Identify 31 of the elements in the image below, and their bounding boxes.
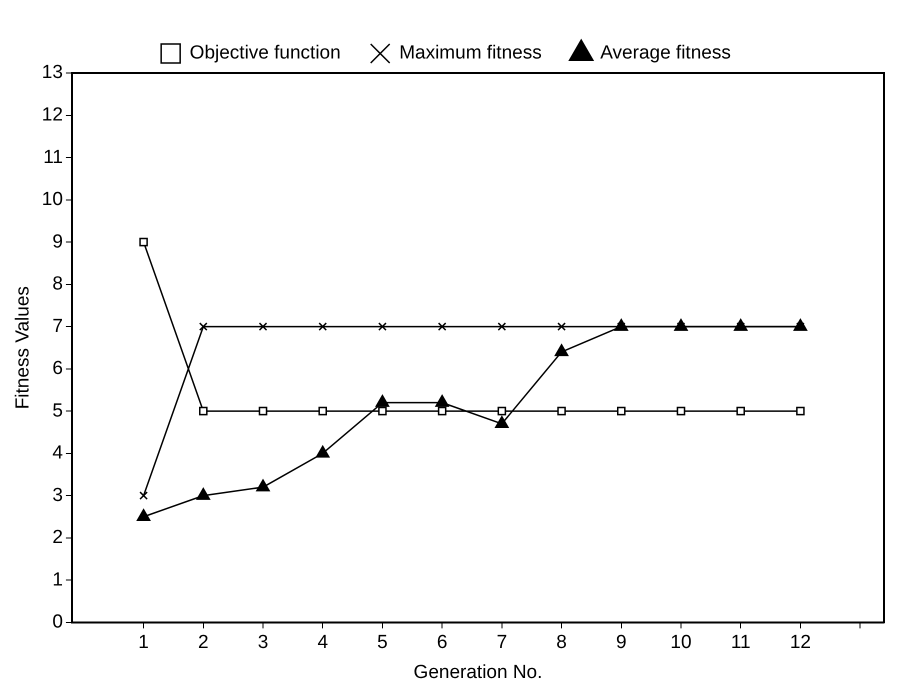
x-tick-label: 7: [496, 632, 508, 654]
y-tick-label: 4: [52, 442, 64, 464]
legend-label: Objective function: [190, 42, 341, 64]
y-tick-label: 7: [52, 316, 63, 337]
y-tick-label: 12: [42, 104, 63, 126]
y-tick-label: 1: [52, 569, 63, 590]
y-tick-label: 6: [52, 358, 63, 380]
y-tick-label: 3: [52, 484, 63, 506]
legend-label: Maximum fitness: [399, 42, 542, 64]
x-tick-label: 12: [790, 632, 811, 654]
x-tick-label: 1: [138, 632, 149, 654]
y-tick-label: 10: [42, 189, 63, 210]
y-tick-label: 8: [52, 274, 63, 295]
y-axis-title: Fitness Values: [12, 286, 34, 410]
x-tick-label: 8: [556, 632, 567, 654]
y-tick-label: 13: [42, 62, 63, 84]
y-tick-label: 11: [43, 146, 63, 168]
legend-label: Average fitness: [600, 42, 731, 64]
x-tick-label: 3: [258, 632, 268, 654]
x-tick-label: 4: [317, 632, 328, 654]
x-axis-title: Generation No.: [414, 662, 542, 683]
x-tick-label: 2: [198, 632, 209, 654]
x-tick-label: 11: [730, 632, 751, 654]
y-tick-label: 0: [52, 612, 63, 633]
y-tick-label: 9: [52, 231, 63, 252]
x-tick-label: 9: [616, 632, 627, 654]
x-tick-label: 6: [436, 632, 448, 654]
x-tick-label: 5: [377, 632, 388, 654]
x-tick-label: 10: [670, 632, 692, 654]
y-tick-label: 5: [52, 400, 63, 422]
y-tick-label: 2: [52, 527, 63, 548]
